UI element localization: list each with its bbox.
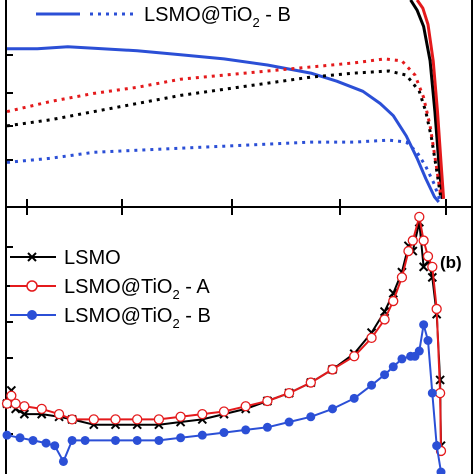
bottom-series-2-point-26 [414, 346, 424, 356]
panel-label-b: (b) [440, 253, 462, 272]
bottom-series-0-point-29 [427, 272, 438, 283]
bottom-series-2-point-30 [432, 441, 442, 451]
bottom-panel-frame [5, 206, 473, 474]
bottom-series-2-point-6 [67, 435, 77, 445]
bottom-series-2-point-3 [41, 438, 51, 448]
bottom-series-1-point-27 [418, 235, 429, 246]
bottom-series-1-point-26 [414, 211, 425, 223]
top-legend-label: LSMO@TiO2 - B [144, 4, 291, 30]
bottom-series-2-point-10 [154, 435, 164, 445]
bottom-series-2-point-29 [427, 388, 437, 398]
bottom-series-2-point-21 [380, 370, 390, 380]
bottom-series-2-point-8 [111, 435, 120, 445]
bottom-panel-series [1, 211, 447, 474]
bottom-legend: LSMO LSMO@TiO2 - A LSMO@TiO2 - B [10, 247, 211, 331]
bottom-series-1-point-16 [283, 387, 295, 399]
bottom-series-1-point-25 [407, 235, 418, 246]
bottom-series-line-2 [6, 323, 442, 473]
top-series-line-4 [6, 57, 443, 198]
bottom-series-2-point-13 [219, 428, 229, 438]
top-panel-frame [5, 0, 473, 208]
bottom-series-2-point-28 [423, 336, 433, 345]
bottom-series-1-point-3 [19, 401, 30, 412]
bottom-series-2-point-1 [15, 433, 25, 443]
legend-lsmo-tio2-a-label: LSMO@TiO2 - A [64, 276, 210, 302]
bottom-series-2-point-23 [397, 354, 407, 364]
top-series-line-2 [7, 45, 440, 203]
bottom-series-1-point-20 [366, 332, 377, 344]
bottom-series-2-point-18 [328, 404, 337, 414]
bottom-series-1-point-7 [88, 414, 99, 425]
bottom-series-2-point-4 [50, 441, 60, 451]
bottom-series-1-point-19 [349, 351, 360, 362]
bottom-series-2-point-12 [197, 430, 207, 440]
bottom-series-1-point-9 [132, 414, 143, 425]
bottom-series-1-point-10 [153, 414, 165, 425]
top-panel-series [6, 0, 446, 203]
bottom-series-1-point-2 [10, 398, 21, 409]
bottom-series-1-point-31 [434, 387, 446, 399]
bottom-series-1-point-8 [110, 414, 121, 425]
bottom-series-2-point-15 [262, 422, 272, 432]
bottom-series-2-point-27 [419, 320, 429, 330]
bottom-series-2-point-31 [436, 467, 446, 474]
legend-lsmo-tio2-a-marker [26, 280, 38, 292]
top-series-line-5 [6, 138, 443, 203]
bottom-series-2-point-22 [388, 362, 398, 372]
bottom-series-2-point-14 [241, 425, 251, 435]
bottom-series-1-point-4 [36, 403, 47, 415]
bottom-series-2-point-11 [176, 433, 186, 443]
bottom-series-2-point-19 [349, 393, 359, 403]
bottom-series-2-point-7 [80, 435, 90, 445]
legend-lsmo-marker [27, 252, 37, 262]
bottom-series-1-point-6 [66, 414, 78, 425]
top-series-line-0 [409, 0, 444, 200]
bottom-series-1-point-5 [53, 408, 65, 420]
bottom-series-1-point-28 [422, 251, 434, 262]
bottom-series-1-point-23 [396, 272, 408, 283]
bottom-series-1-point-22 [388, 295, 399, 307]
bottom-series-1-point-12 [197, 408, 208, 420]
legend-lsmo-tio2-b-marker [27, 310, 37, 320]
bottom-series-2-point-0 [2, 430, 12, 440]
bottom-series-2-point-16 [284, 417, 294, 427]
bottom-series-2-point-20 [367, 380, 377, 390]
bottom-series-2-point-2 [28, 435, 38, 445]
bottom-series-1-point-18 [327, 364, 338, 375]
bottom-series-1-point-13 [218, 406, 230, 417]
bottom-series-2-point-5 [58, 456, 68, 466]
legend-lsmo-tio2-b-label: LSMO@TiO2 - B [64, 305, 211, 331]
bottom-series-0-point-3 [19, 409, 30, 419]
legend-lsmo-label: LSMO [64, 247, 121, 269]
bottom-series-1-point-21 [379, 314, 390, 325]
bottom-series-2-point-17 [306, 412, 316, 422]
bottom-series-1-point-29 [427, 261, 438, 273]
bottom-series-1-point-11 [175, 411, 186, 422]
top-legend: LSMO@TiO2 - B [36, 4, 291, 30]
bottom-series-2-point-9 [132, 435, 142, 445]
top-series-line-3 [6, 69, 443, 200]
bottom-series-1-point-30 [431, 303, 442, 315]
top-series-line-1 [415, 0, 446, 200]
bottom-series-1-point-1 [6, 390, 17, 401]
bottom-series-1-point-15 [262, 395, 273, 407]
bottom-series-1-point-14 [240, 401, 251, 412]
bottom-series-1-point-24 [403, 245, 414, 257]
bottom-series-1-point-17 [305, 377, 316, 388]
